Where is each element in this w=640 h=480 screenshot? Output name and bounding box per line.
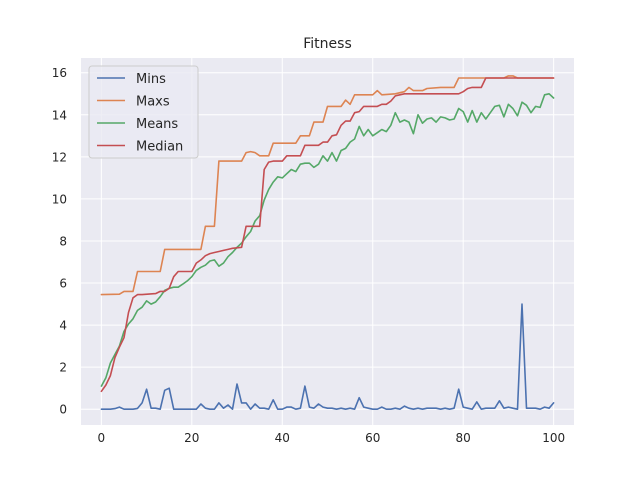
legend-label: Maxs <box>136 95 170 110</box>
y-tick-label: 12 <box>52 150 67 164</box>
legend-label: Median <box>136 140 183 155</box>
series-line-means <box>100 93 555 387</box>
tick-labels: 0 20 40 60 80 100 0 2 4 6 8 10 12 14 16 <box>52 66 565 445</box>
series-line-mins <box>100 303 555 411</box>
y-tick-label: 4 <box>59 319 67 333</box>
legend-label: Mins <box>136 72 166 87</box>
x-tick-label: 40 <box>275 431 290 445</box>
series-line-maxs <box>100 75 555 296</box>
y-tick-label: 6 <box>59 277 67 291</box>
series-layer <box>100 75 555 411</box>
y-tick-label: 0 <box>59 403 67 417</box>
legend: Mins Maxs Means Median <box>88 65 199 159</box>
x-tick-label: 20 <box>184 431 199 445</box>
x-tick-label: 0 <box>98 431 106 445</box>
y-tick-label: 8 <box>59 234 67 248</box>
series-line-median <box>100 77 555 393</box>
legend-box <box>88 65 199 159</box>
grid-lines <box>81 58 574 425</box>
legend-label: Means <box>136 117 178 132</box>
y-tick-label: 2 <box>59 361 67 375</box>
x-tick-label: 60 <box>365 431 380 445</box>
x-tick-label: 80 <box>456 431 471 445</box>
y-tick-label: 14 <box>52 108 67 122</box>
chart-title: Fitness <box>303 36 352 52</box>
y-tick-label: 10 <box>52 192 67 206</box>
x-tick-label: 100 <box>542 431 565 445</box>
y-tick-label: 16 <box>52 66 67 80</box>
